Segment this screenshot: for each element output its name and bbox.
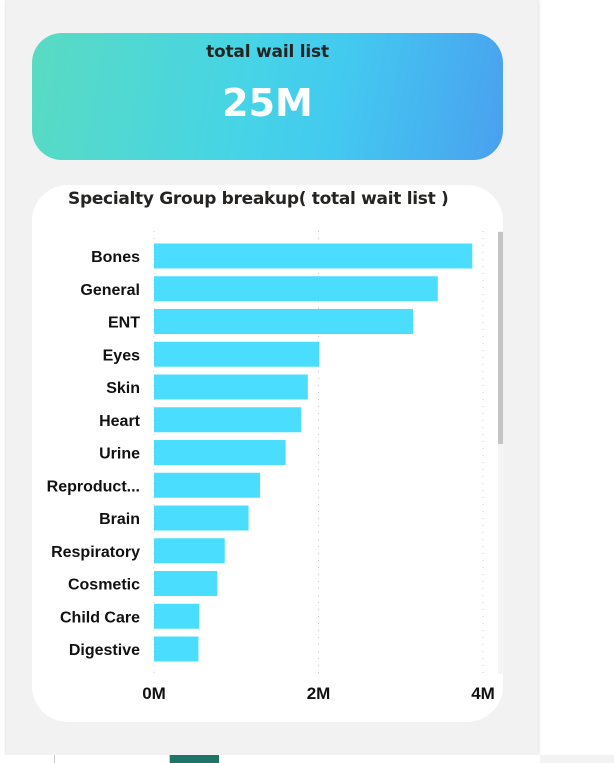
x-tick-label: 0M — [142, 684, 166, 703]
scrollbar-thumb[interactable] — [498, 232, 503, 444]
bar-eyes[interactable] — [154, 341, 320, 367]
x-tick-label: 2M — [307, 684, 331, 703]
category-labels: Bones General ENT Eyes Skin Heart Urine Reprodu… — [47, 249, 141, 659]
bar-respiratory[interactable] — [154, 538, 225, 564]
category-label: Digestive — [69, 642, 140, 659]
bar-general[interactable] — [154, 276, 438, 302]
bar-digestive[interactable] — [154, 636, 199, 662]
page-tab-divider — [54, 755, 55, 763]
bar-chart: Bones General ENT Eyes Skin Heart Urine Reprodu… — [47, 231, 503, 703]
category-label: Skin — [106, 380, 140, 397]
bar-ent[interactable] — [154, 309, 414, 334]
x-axis-ticks: 0M 2M 4M — [142, 684, 495, 703]
page-tab-divider — [169, 755, 170, 763]
bar-urine[interactable] — [154, 440, 286, 465]
category-label: Reproduct... — [47, 478, 140, 495]
category-label: Cosmetic — [68, 577, 140, 594]
category-label: General — [80, 282, 140, 299]
page-tab-bar — [0, 755, 614, 763]
specialty-bar-chart-card[interactable]: Specialty Group breakup( total wait list… — [32, 185, 503, 722]
bars — [154, 243, 473, 662]
category-label: Urine — [99, 446, 140, 463]
kpi-title: total wail list — [206, 42, 329, 62]
bar-heart[interactable] — [154, 407, 302, 433]
category-label: Brain — [99, 511, 140, 528]
bar-brain[interactable] — [154, 505, 249, 531]
category-label: Child Care — [60, 609, 140, 626]
bar-bones[interactable] — [154, 243, 473, 269]
category-label: Bones — [91, 249, 140, 266]
kpi-value: 25M — [222, 81, 313, 125]
kpi-card-total-wait-list[interactable]: total wail list 25M — [32, 33, 503, 160]
category-label: Respiratory — [51, 544, 140, 561]
bar-cosmetic[interactable] — [154, 571, 218, 596]
bar-reproduct[interactable] — [154, 472, 261, 498]
bar-child-care[interactable] — [154, 603, 200, 629]
page-tab-bar-filler — [540, 755, 614, 763]
category-label: Heart — [99, 413, 141, 430]
category-label: ENT — [108, 315, 140, 332]
scrollbar-track[interactable] — [498, 231, 503, 674]
bar-skin[interactable] — [154, 374, 308, 400]
page-tab-active[interactable] — [170, 755, 219, 763]
chart-title: Specialty Group breakup( total wait list… — [68, 189, 449, 209]
x-tick-label: 4M — [471, 684, 495, 703]
category-label: Eyes — [103, 347, 140, 364]
